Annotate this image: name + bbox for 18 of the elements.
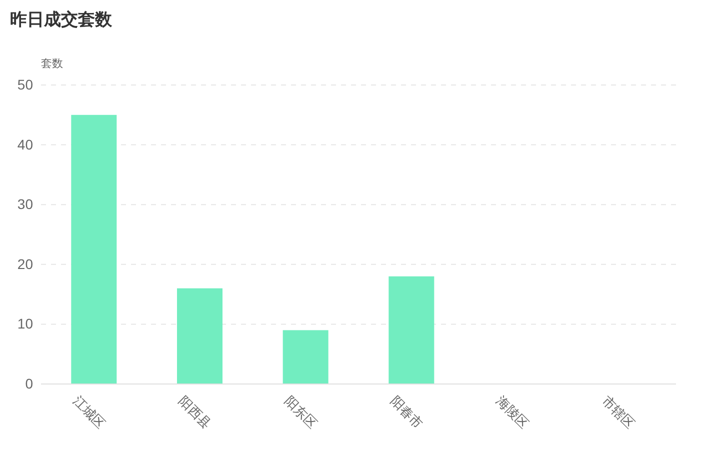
y-tick-label: 50 bbox=[17, 76, 34, 92]
x-tick-label: 江城区 bbox=[70, 393, 108, 432]
bar bbox=[388, 276, 434, 384]
bar bbox=[282, 330, 328, 384]
y-tick-label: 20 bbox=[17, 256, 34, 272]
bar bbox=[71, 114, 117, 384]
y-tick-label: 40 bbox=[17, 136, 34, 152]
y-axis-title: 套数 bbox=[41, 57, 63, 70]
x-tick-label: 阳西县 bbox=[176, 393, 214, 432]
y-tick-label: 30 bbox=[17, 196, 34, 212]
y-tick-label: 10 bbox=[17, 316, 34, 332]
bar bbox=[176, 288, 223, 384]
y-tick-label: 0 bbox=[25, 375, 34, 392]
x-tick-label: 海陵区 bbox=[494, 393, 532, 432]
x-tick-label: 阳春市 bbox=[388, 393, 426, 432]
chart-title: 昨日成交套数 bbox=[10, 10, 113, 30]
x-tick-label: 阳东区 bbox=[282, 393, 320, 432]
x-tick-label: 市辖区 bbox=[599, 393, 638, 432]
